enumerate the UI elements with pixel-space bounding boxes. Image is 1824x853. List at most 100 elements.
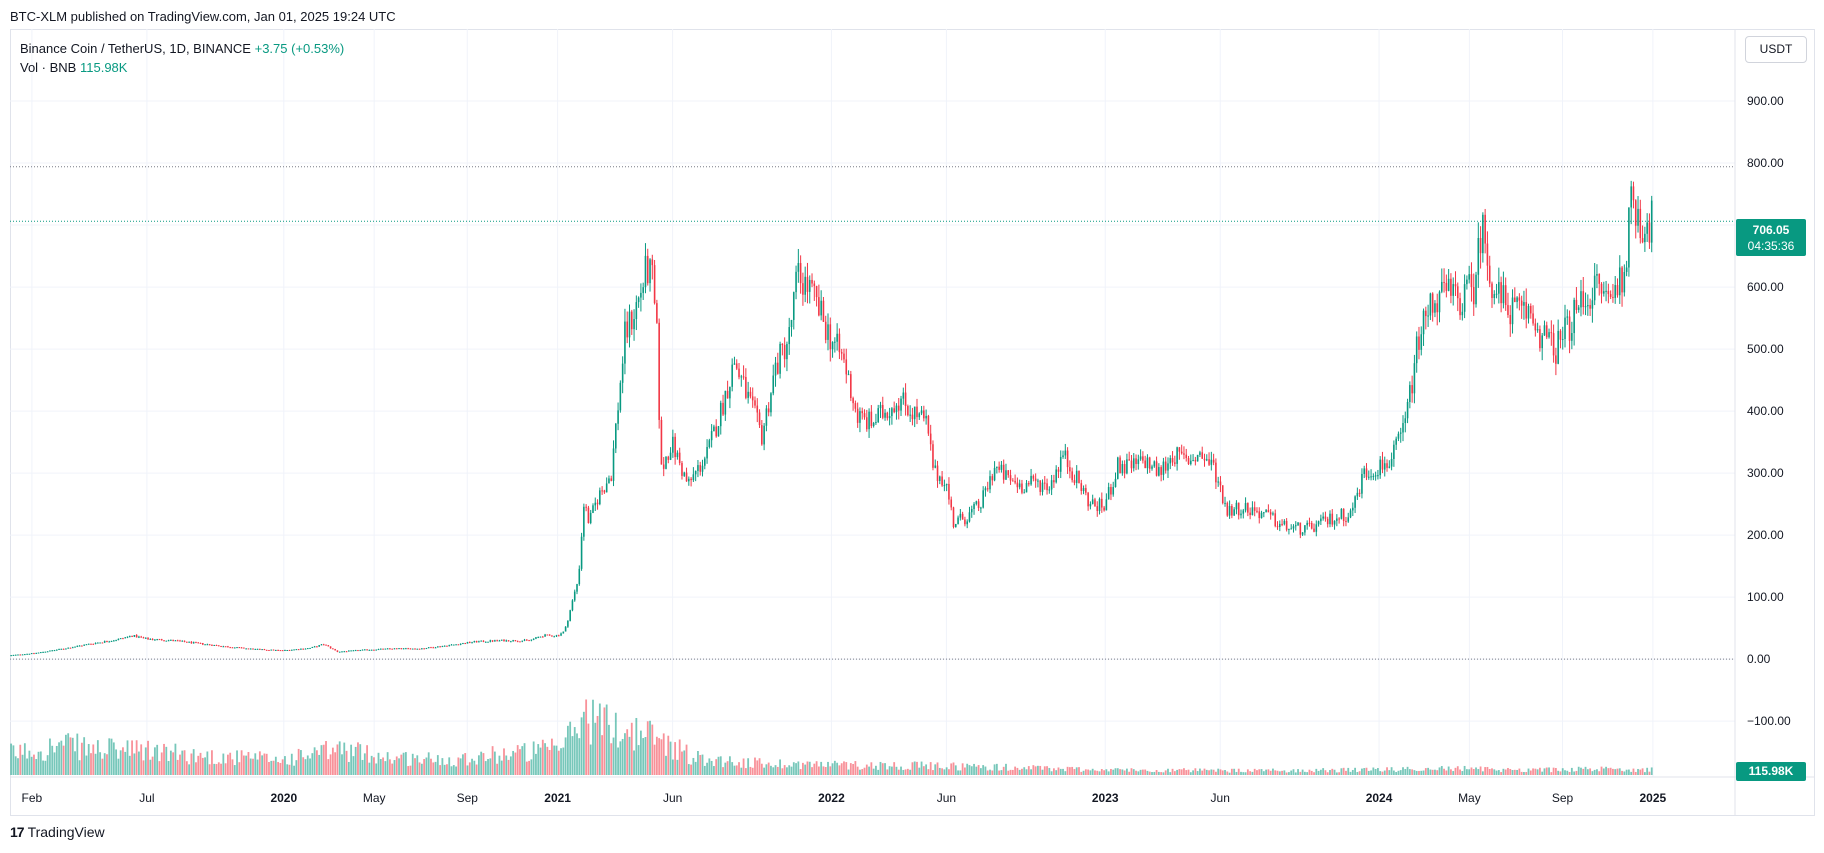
volume-bar <box>320 745 323 775</box>
candle-body <box>286 649 289 651</box>
volume-bar <box>156 744 159 775</box>
candle-body <box>1269 512 1272 515</box>
volume-bar <box>432 762 435 775</box>
candle-body <box>416 648 419 650</box>
candle-body <box>1571 333 1573 341</box>
candle-body <box>923 410 925 419</box>
candle-body <box>163 640 165 642</box>
candle-body <box>1294 525 1297 527</box>
candle-body <box>99 642 101 644</box>
volume-bar <box>1121 769 1124 775</box>
volume-bar <box>744 768 747 775</box>
candle-body <box>1598 274 1601 284</box>
volume-bar <box>1169 772 1172 775</box>
candle-body <box>389 648 391 650</box>
price-axis: 900.00800.00700.00600.00500.00400.00300.… <box>1747 94 1791 728</box>
volume-bar <box>1627 769 1630 775</box>
candle-body <box>615 423 617 449</box>
volume-bar <box>76 733 79 775</box>
volume-tag: 115.98K <box>1736 762 1806 781</box>
volume-bar <box>674 742 677 775</box>
candle-body <box>103 641 106 643</box>
volume-bar <box>1443 768 1445 775</box>
candle-body <box>199 642 202 644</box>
volume-bar <box>1418 770 1420 775</box>
volume-bar <box>719 756 722 775</box>
volume-bar <box>425 757 428 775</box>
volume-bar <box>325 741 327 775</box>
volume-bar <box>977 765 980 775</box>
volume-bar <box>1465 769 1468 775</box>
candle-body <box>884 412 886 418</box>
volume-bar <box>39 751 42 775</box>
candle-body <box>779 343 781 374</box>
candle-body <box>1274 513 1277 527</box>
candle-body <box>484 641 487 643</box>
volume-bar <box>1488 769 1491 775</box>
candle-body <box>989 476 991 490</box>
volume-bar <box>90 753 92 775</box>
candle-body <box>1630 186 1632 208</box>
candle-body <box>1527 305 1530 319</box>
candle-body <box>290 649 293 651</box>
candle-body <box>1199 452 1201 455</box>
candle-body <box>541 636 544 638</box>
volume-bar <box>382 757 384 775</box>
volume-bar <box>224 763 227 775</box>
volume-label[interactable]: Vol · BNB <box>20 60 77 75</box>
candle-body <box>368 649 371 651</box>
volume-bar <box>774 765 777 775</box>
volume-bar <box>779 759 781 775</box>
volume-bar <box>578 738 581 775</box>
volume-bar <box>792 762 795 775</box>
candle-body <box>1614 285 1617 298</box>
candle-body <box>1050 480 1053 490</box>
candle-body <box>911 414 914 420</box>
candle-body <box>434 647 437 649</box>
volume-bar <box>386 752 389 775</box>
candle-body <box>674 436 676 458</box>
candle-body <box>268 649 270 651</box>
volume-bar <box>1032 765 1035 775</box>
volume-bar <box>322 744 325 775</box>
candle-body <box>735 363 738 369</box>
candle-body <box>863 413 866 418</box>
candle-body <box>998 466 1000 470</box>
candle-body <box>1208 459 1210 465</box>
volume-bar <box>1228 772 1231 775</box>
volume-bar <box>281 759 284 775</box>
candle-body <box>325 644 327 646</box>
candle-body <box>1495 293 1498 295</box>
candle-body <box>1386 463 1388 468</box>
volume-bar <box>911 762 914 775</box>
tradingview-logo[interactable]: 17 TradingView <box>10 824 105 840</box>
candle-body <box>1080 483 1083 491</box>
volume-bar <box>1308 769 1311 775</box>
volume-bar <box>1046 766 1048 775</box>
volume-bar <box>916 761 918 775</box>
candle-body <box>74 646 76 648</box>
candle-body <box>1018 483 1021 488</box>
volume-bar <box>1431 769 1434 775</box>
volume-bar <box>811 767 813 775</box>
volume-bar <box>813 763 816 775</box>
volume-bar <box>229 752 232 775</box>
candle-body <box>1459 298 1461 316</box>
symbol-title[interactable]: Binance Coin / TetherUS, 1D, BINANCE <box>20 41 251 56</box>
candles <box>10 180 1653 657</box>
candle-body <box>970 508 973 513</box>
price-chart[interactable]: 900.00800.00700.00600.00500.00400.00300.… <box>10 29 1815 816</box>
volume-bar <box>140 744 143 775</box>
candle-body <box>1101 498 1103 508</box>
volume-bar <box>1390 767 1393 775</box>
volume-bar <box>265 753 268 775</box>
candle-body <box>1137 459 1140 465</box>
volume-bar <box>1607 768 1610 775</box>
volume-bar <box>1144 769 1147 775</box>
candle-body <box>961 513 964 520</box>
volume-bar <box>630 722 633 775</box>
currency-unit-button[interactable]: USDT <box>1745 36 1807 63</box>
volume-bar <box>1564 770 1566 775</box>
volume-bar <box>1011 769 1014 775</box>
candle-body <box>822 300 825 322</box>
